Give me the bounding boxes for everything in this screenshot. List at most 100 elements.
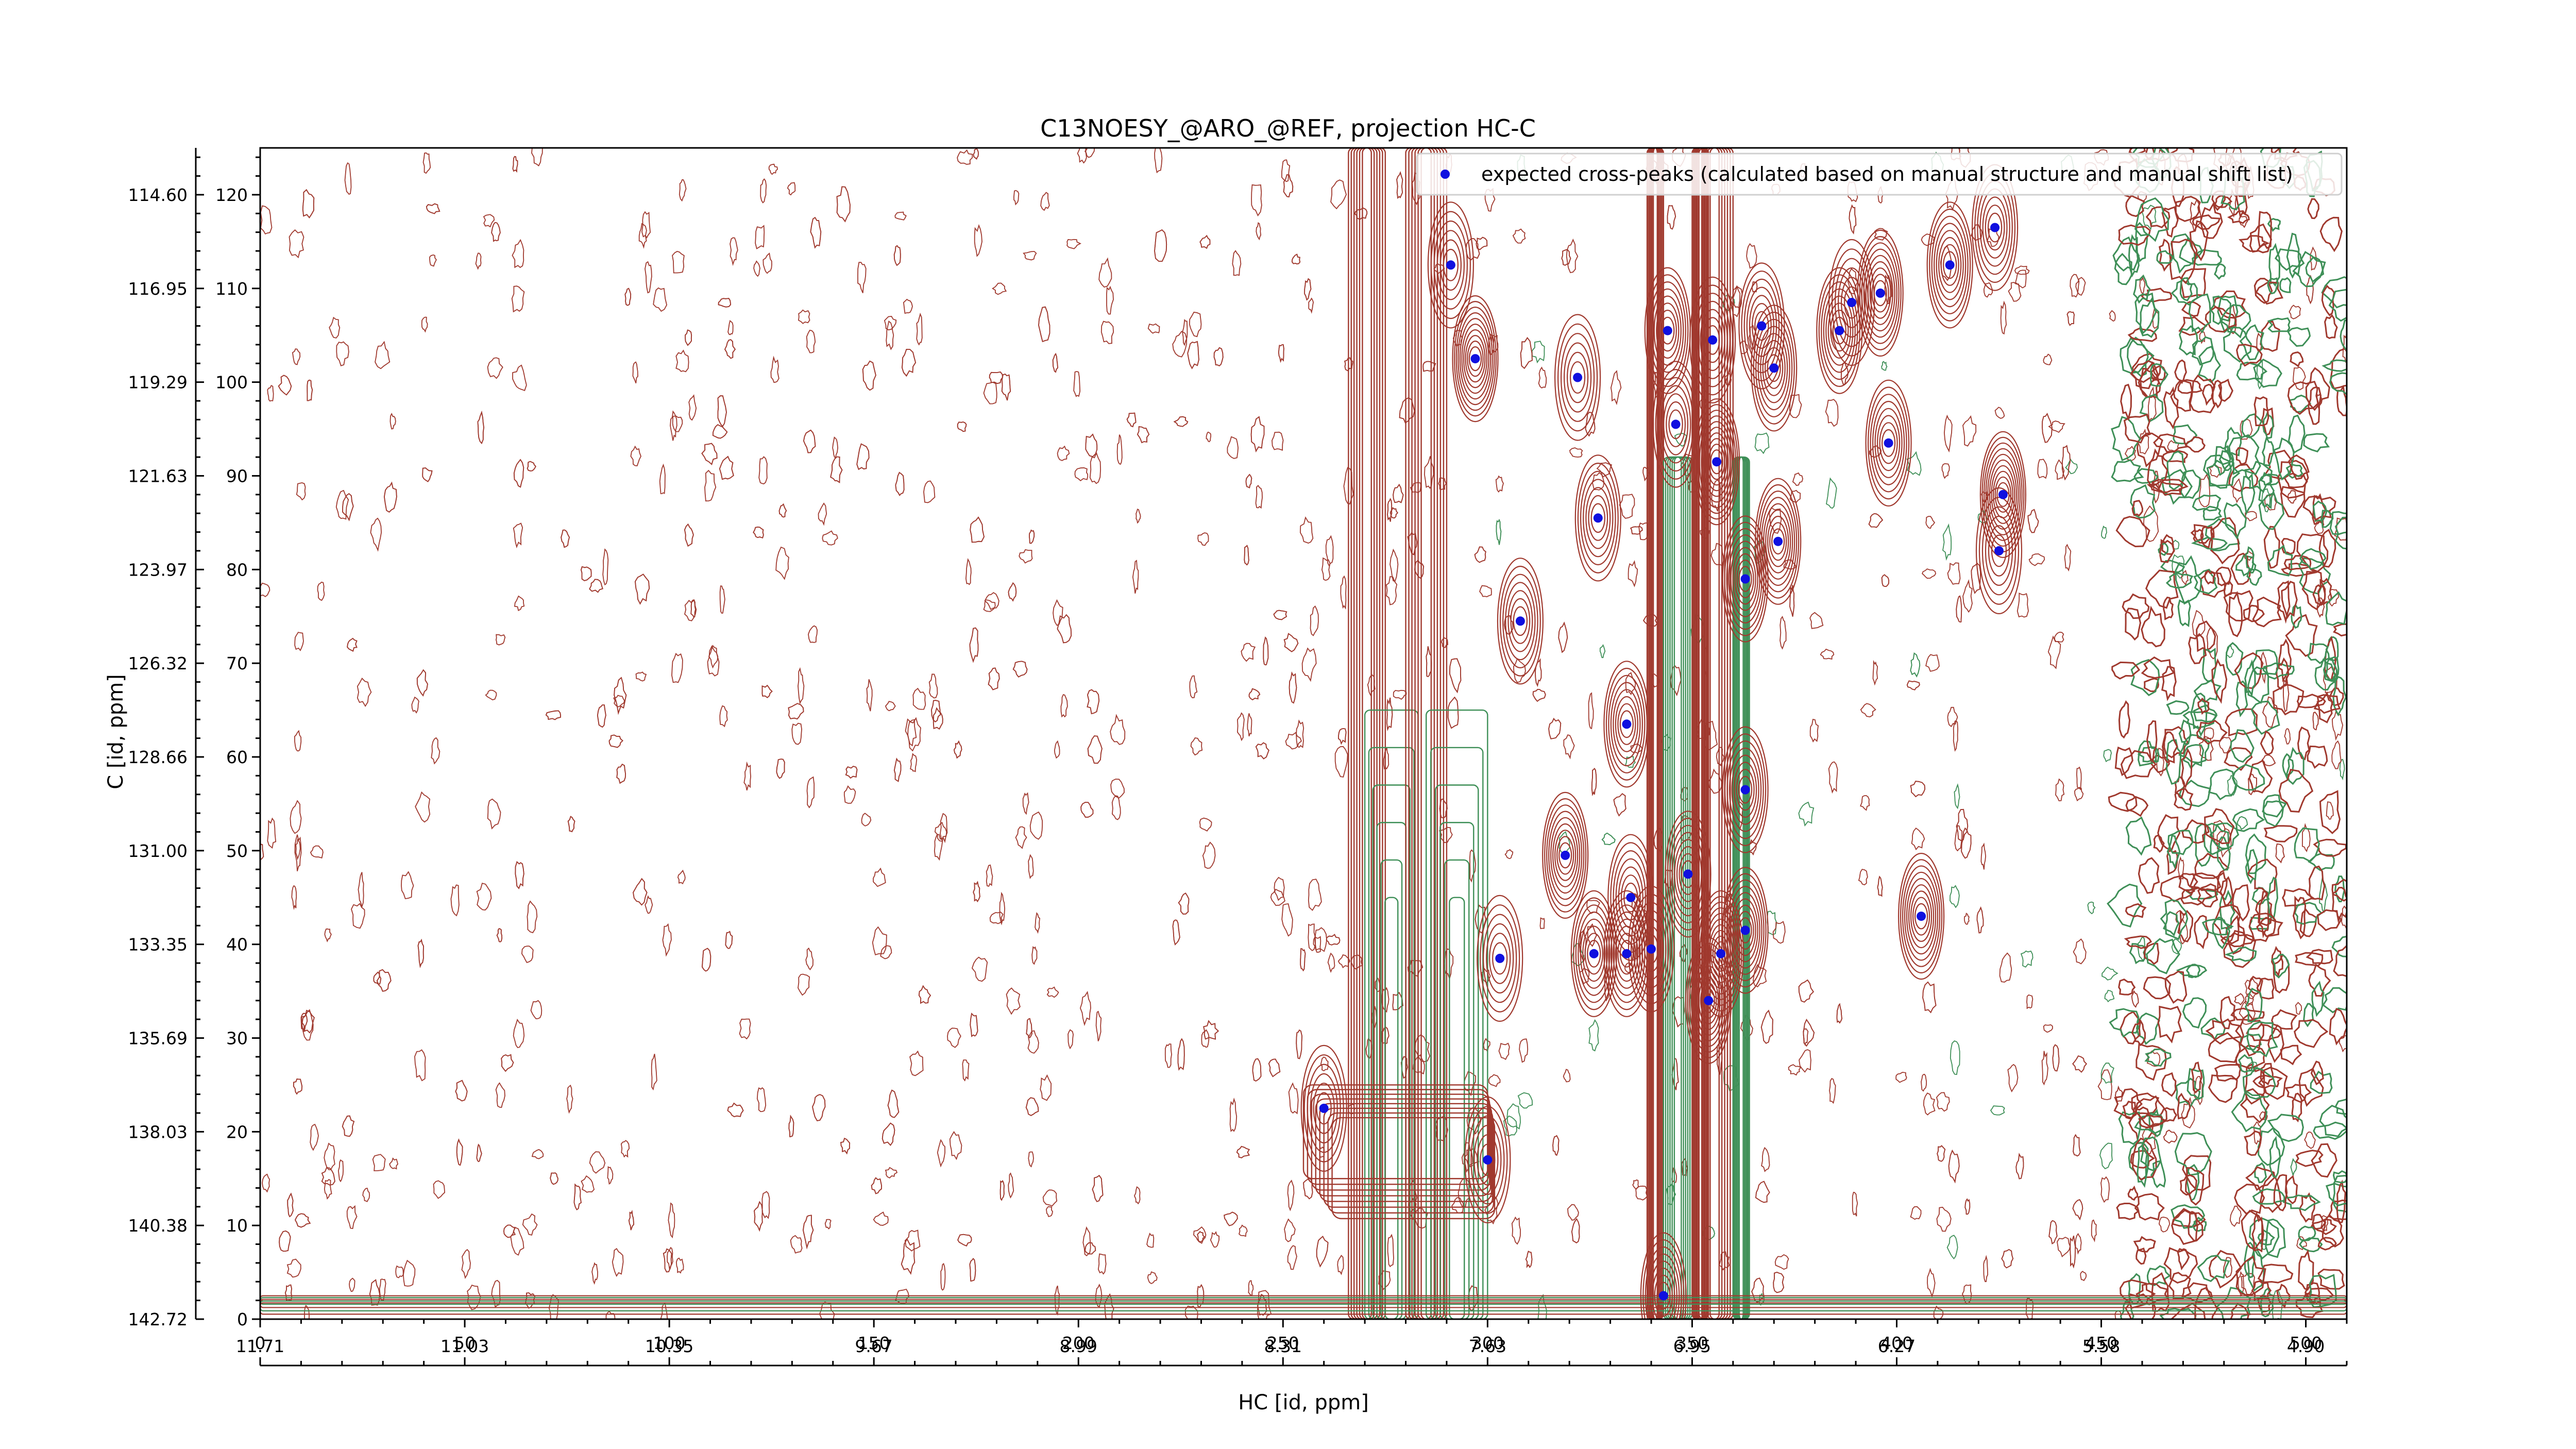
noise-contour: [1389, 548, 1399, 582]
noise-contour: [1147, 323, 1160, 334]
peak-contour: [1660, 385, 1691, 464]
noise-contour: [2304, 1131, 2316, 1149]
y-ppm-tick-label: 121.63: [128, 466, 188, 486]
noise-contour: [2028, 553, 2045, 566]
noise-contour: [1287, 1245, 1297, 1270]
edge-contour: [2318, 529, 2336, 568]
peak-contour: [1873, 280, 1887, 307]
peak-contour: [1667, 817, 1709, 931]
y-tick-label: 30: [226, 1028, 248, 1048]
edge-contour: [2123, 413, 2151, 444]
edge-contour: [2214, 194, 2233, 208]
noise-contour: [1579, 929, 1587, 962]
edge-contour: [2235, 554, 2257, 577]
x-index-axis: 0 50 100 150 200 250 300 350 400 450 500: [255, 1319, 2348, 1353]
edge-contour: [2194, 823, 2213, 867]
noise-contour: [905, 718, 917, 747]
edge-contour: [2271, 953, 2290, 979]
edge-contour: [2192, 214, 2221, 230]
noise-contour: [662, 923, 672, 957]
noise-contour: [1769, 507, 1782, 534]
peak-contour: [1554, 830, 1577, 881]
edge-contour: [2287, 380, 2319, 415]
peak-contour: [1702, 988, 1715, 1013]
peak-contour: [1734, 904, 1756, 956]
edge-contour: [2183, 744, 2205, 770]
edge-contour: [2253, 396, 2269, 427]
edge-contour: [2244, 461, 2273, 494]
noise-contour: [2042, 413, 2053, 443]
spectrum-contours: [260, 148, 2347, 1319]
edge-contour: [2294, 1019, 2329, 1048]
x-tick-label: 400: [1880, 1333, 1913, 1353]
edge-contour: [2219, 876, 2234, 907]
edge-contour: [2215, 566, 2232, 586]
ridge-contour: [1439, 822, 1475, 1319]
noise-contour: [770, 356, 779, 383]
noise-contour: [857, 262, 867, 293]
peak-contour: [1605, 667, 1648, 781]
noise-contour: [1950, 885, 1960, 908]
noise-contour: [476, 882, 492, 911]
noise-contour: [2001, 1249, 2014, 1269]
noise-contour: [1396, 171, 1403, 199]
edge-contour: [2295, 1150, 2324, 1167]
noise-contour: [310, 845, 324, 859]
noise-contour: [1299, 516, 1314, 544]
edge-contour: [2241, 1209, 2263, 1251]
noise-contour: [2328, 588, 2340, 607]
edge-contour: [2162, 450, 2189, 463]
noise-contour: [1921, 1073, 1927, 1092]
peak-contour: [1751, 305, 1798, 432]
noise-contour: [1268, 1058, 1281, 1077]
noise-contour: [947, 1027, 961, 1048]
edge-contour: [2219, 996, 2235, 1030]
peak-contour: [1865, 379, 1912, 507]
edge-contour: [2308, 853, 2335, 871]
noise-contour: [1976, 906, 1984, 934]
noise-contour: [873, 867, 886, 887]
legend-marker-dot: [1440, 170, 1450, 179]
edge-contour: [2301, 570, 2326, 611]
peak-contour: [1454, 300, 1497, 417]
noise-contour: [2070, 1235, 2076, 1269]
edge-contour: [2131, 500, 2144, 517]
edge-contour: [2107, 883, 2143, 928]
noise-contour: [296, 482, 306, 501]
peak-contour: [1771, 528, 1785, 555]
peak-contour: [1467, 340, 1484, 377]
peak-contour: [1452, 295, 1499, 423]
noise-contour: [2007, 1064, 2019, 1092]
noise-contour: [411, 696, 419, 714]
noise-contour: [2064, 544, 2072, 572]
peak-contour: [1607, 834, 1654, 961]
edge-contour: [2283, 555, 2312, 570]
edge-contour: [2280, 486, 2306, 518]
edge-contour: [2194, 915, 2209, 949]
edge-contour: [2161, 469, 2193, 505]
noise-contour: [918, 985, 931, 1004]
noise-contour: [1177, 1038, 1185, 1071]
edge-contour: [2332, 1170, 2347, 1184]
noise-contour: [810, 216, 822, 249]
noise-contour: [1519, 1038, 1529, 1063]
noise-contour: [1035, 912, 1041, 934]
edge-contour: [2232, 884, 2250, 922]
edge-contour: [2204, 808, 2235, 845]
legend-label: expected cross-peaks (calculated based o…: [1481, 163, 2293, 186]
noise-contour: [2072, 1199, 2083, 1221]
edge-contour: [2116, 1203, 2140, 1220]
noise-contour: [758, 456, 768, 484]
noise-contour: [1503, 1115, 1517, 1137]
noise-contour: [512, 239, 524, 268]
noise-contour: [1189, 311, 1202, 338]
edge-contour: [2321, 276, 2347, 309]
noise-contour: [1270, 888, 1285, 906]
legend-marker: [1440, 170, 1450, 179]
edge-contour: [2111, 416, 2141, 462]
noise-contour: [2236, 816, 2248, 830]
peak-contour: [1645, 1246, 1682, 1319]
edge-contour: [2313, 1121, 2347, 1140]
noise-contour: [1488, 1074, 1501, 1087]
ridge-contour: [1405, 148, 1448, 1319]
